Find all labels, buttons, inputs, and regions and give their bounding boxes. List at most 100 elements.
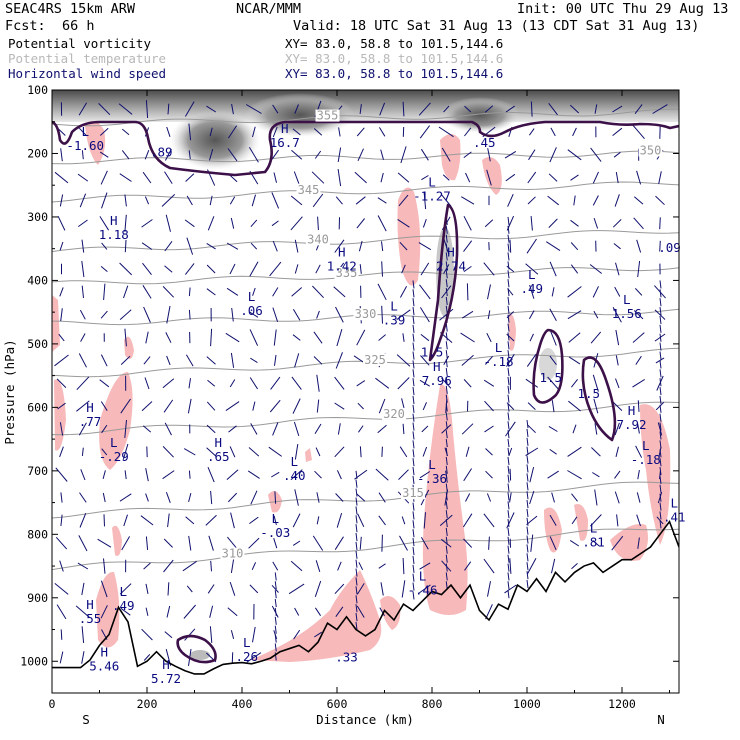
wind-vector [659, 217, 661, 230]
wind-vector [316, 516, 320, 525]
field-name-pv: Potential vorticity [8, 36, 151, 51]
extremum-type: L [243, 635, 251, 650]
wind-vector [294, 607, 300, 616]
wind-vector [375, 468, 389, 481]
extremum-value: -.18 [631, 452, 661, 467]
wind-vector [381, 261, 383, 277]
wind-vector [445, 536, 448, 545]
wind-vector [252, 401, 256, 411]
wind-vector [569, 539, 580, 547]
wind-vector [412, 315, 415, 325]
wind-vector [59, 194, 64, 207]
wind-vector [273, 538, 278, 549]
wind-vector [379, 607, 385, 617]
wind-vector [251, 194, 256, 207]
wind-vector [355, 621, 358, 630]
wind-vector [549, 355, 557, 366]
wind-vector [252, 626, 256, 643]
wind-vector [633, 196, 644, 205]
wind-vector [294, 353, 300, 368]
wind-vector [355, 612, 358, 622]
field-xy-theta: XY= 83.0, 58.8 to 101.5,144.6 [285, 51, 503, 66]
wind-vector [81, 651, 85, 664]
wind-vector [99, 216, 110, 231]
wind-vector [336, 328, 343, 347]
wind-vector [526, 553, 529, 562]
wind-vector [274, 354, 277, 366]
wind-vector [484, 425, 494, 433]
wind-vector [187, 398, 192, 414]
wind-vector [659, 315, 662, 325]
wind-vector [485, 355, 493, 365]
wind-vector [54, 354, 69, 367]
wind-vector [185, 354, 194, 367]
wind-vector [445, 465, 448, 474]
wind-vector [311, 171, 325, 184]
wind-vector [412, 378, 415, 387]
extremum-type: H [110, 213, 118, 228]
wind-vector [465, 446, 470, 457]
wind-vector [445, 385, 448, 394]
wind-vector [60, 308, 63, 322]
wind-vector [229, 581, 236, 596]
negative-pv-regions [52, 121, 671, 662]
wind-vector [632, 378, 645, 388]
wind-vector [60, 492, 63, 503]
wind-vector [166, 605, 171, 618]
wind-vector [81, 260, 85, 278]
wind-vector [593, 398, 599, 414]
wind-vector [462, 310, 474, 319]
wind-vector [412, 431, 415, 440]
wind-vector [249, 377, 259, 390]
wind-vector [355, 470, 358, 479]
wind-vector [206, 424, 216, 434]
wind-vector [167, 513, 170, 528]
wind-vector [636, 492, 641, 503]
wind-vector [274, 625, 277, 634]
wind-vector [247, 470, 260, 479]
wind-vector [633, 217, 644, 230]
wind-vector [141, 219, 153, 228]
pink-region [85, 121, 106, 165]
wind-vector [659, 422, 662, 431]
wind-vector [402, 333, 405, 342]
wind-vector [505, 105, 515, 113]
wind-vector [142, 425, 152, 433]
wind-vector [445, 341, 448, 350]
wind-vector [142, 285, 152, 299]
pink-region [640, 404, 671, 545]
wind-vector [567, 446, 582, 457]
wind-vector [162, 378, 175, 389]
wind-vector [567, 149, 582, 161]
extremum-value: .49 [112, 598, 135, 613]
wind-vector [359, 446, 362, 458]
wind-vector [312, 535, 324, 551]
theta-contour [52, 528, 679, 571]
wind-vector [291, 149, 303, 160]
wind-vector [567, 470, 582, 480]
theta-label-bg [363, 353, 387, 366]
pink-region [610, 524, 648, 561]
wind-vector [100, 580, 108, 598]
wind-vector [612, 401, 623, 411]
wind-vector [504, 150, 517, 159]
wind-vector [592, 472, 600, 478]
pink-region [574, 504, 588, 541]
wind-vector [226, 469, 239, 480]
wind-vector [445, 447, 448, 457]
wind-vector [252, 287, 256, 296]
wind-vector [401, 580, 406, 598]
wind-vector [274, 607, 277, 617]
wind-vector [231, 103, 234, 115]
wind-vector [445, 545, 448, 554]
wind-vector [549, 448, 557, 455]
pink-region [422, 384, 468, 615]
wind-vector [161, 194, 176, 207]
wind-vector [186, 195, 193, 206]
wind-vector [484, 400, 494, 412]
wind-vector [487, 310, 491, 320]
wind-vector [507, 581, 510, 590]
wind-vector [445, 439, 448, 448]
wind-vector [355, 515, 358, 524]
wind-vector [123, 514, 128, 527]
